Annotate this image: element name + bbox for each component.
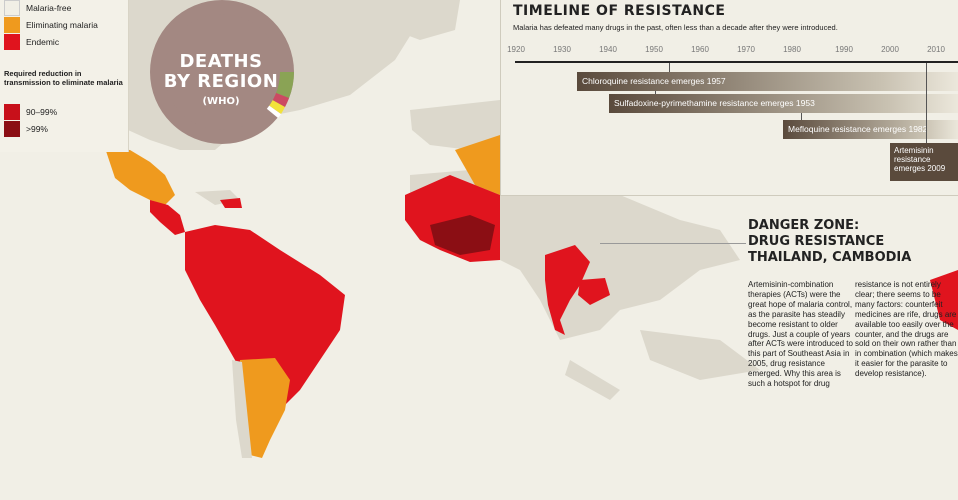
danger-zone-title: DANGER ZONE: DRUG RESISTANCE THAILAND, C… xyxy=(748,218,911,266)
event-connector xyxy=(926,63,927,143)
year-tick-label: 1960 xyxy=(691,45,709,54)
danger-title-2: DRUG RESISTANCE xyxy=(748,234,885,249)
year-tick-label: 1990 xyxy=(835,45,853,54)
south-america xyxy=(185,225,345,420)
danger-title-1: DANGER ZONE: xyxy=(748,218,860,233)
greenland xyxy=(360,0,460,40)
danger-title-3: THAILAND, CAMBODIA xyxy=(748,250,912,265)
danger-text-col-1: Artemisinin-combination therapies (ACTs)… xyxy=(748,280,853,389)
year-tick-label: 1940 xyxy=(599,45,617,54)
donut-title-1: DEATHS xyxy=(179,51,263,72)
bottom-strip xyxy=(0,460,958,500)
legend-item-malaria-free: Malaria-free xyxy=(4,0,71,16)
sumatra xyxy=(565,360,620,400)
mexico xyxy=(105,148,175,205)
cambodia xyxy=(578,278,610,305)
event-label: Sulfadoxine-pyrimethamine resistance eme… xyxy=(614,98,815,108)
legend-panel: Malaria-free Eliminating malaria Endemic… xyxy=(0,0,129,152)
legend-item-eliminating: Eliminating malaria xyxy=(4,17,98,33)
donut-svg xyxy=(150,0,294,144)
legend-subtitle: Required reduction in transmission to el… xyxy=(4,69,123,87)
east-land xyxy=(930,270,958,330)
event-connector xyxy=(669,63,670,73)
event-label: Artemisinin resistance emerges 2009 xyxy=(894,146,946,173)
timeline-title: TIMELINE OF RESISTANCE xyxy=(513,3,726,19)
timeline-subtitle: Malaria has defeated many drugs in the p… xyxy=(513,23,838,32)
legend-item-90-99: 90–99% xyxy=(4,104,57,120)
timeline-panel: TIMELINE OF RESISTANCE Malaria has defea… xyxy=(500,0,958,196)
legend-item-endemic: Endemic xyxy=(4,34,59,50)
donut-hole xyxy=(164,14,280,130)
event-label: Mefloquine resistance emerges 1982 xyxy=(788,124,928,134)
legend-label: Malaria-free xyxy=(26,3,72,13)
danger-text-col-2: resistance is not entirely clear; there … xyxy=(855,280,958,379)
legend-swatch xyxy=(4,104,20,120)
central-america xyxy=(150,200,185,235)
legend-item-99-plus: >99% xyxy=(4,121,48,137)
legend-swatch xyxy=(4,17,20,33)
event-bar-sulfadoxine: Sulfadoxine-pyrimethamine resistance eme… xyxy=(609,94,958,113)
year-tick-label: 1970 xyxy=(737,45,755,54)
event-connector xyxy=(655,91,656,96)
legend-swatch xyxy=(4,34,20,50)
donut-title-2: BY REGION xyxy=(163,71,279,92)
deaths-by-region-donut: DEATHS BY REGION (WHO) xyxy=(150,0,330,180)
year-tick-label: 1950 xyxy=(645,45,663,54)
event-connector xyxy=(801,113,802,121)
thailand xyxy=(545,245,590,335)
event-bar-artemisinin: Artemisinin resistance emerges 2009 xyxy=(890,143,958,181)
legend-label: Eliminating malaria xyxy=(26,20,98,30)
year-tick-label: 1930 xyxy=(553,45,571,54)
legend-swatch xyxy=(4,121,20,137)
event-bar-mefloquine: Mefloquine resistance emerges 1982 xyxy=(783,120,958,139)
hispaniola xyxy=(220,198,242,208)
west-africa-high xyxy=(430,215,495,255)
chile xyxy=(232,360,252,458)
timeline-axis xyxy=(515,61,958,63)
legend-label: Endemic xyxy=(26,37,60,47)
callout-line xyxy=(600,243,746,244)
donut-source: (WHO) xyxy=(202,96,240,107)
argentina xyxy=(238,358,290,458)
year-tick-label: 2010 xyxy=(927,45,945,54)
southeast-asia-islands xyxy=(640,330,760,380)
event-label: Chloroquine resistance emerges 1957 xyxy=(582,76,726,86)
sahel-eliminating xyxy=(455,135,500,195)
europe xyxy=(410,100,500,190)
donut-label: DEATHS BY REGION (WHO) xyxy=(150,51,292,108)
year-tick-label: 1920 xyxy=(507,45,525,54)
event-bar-chloroquine: Chloroquine resistance emerges 1957 xyxy=(577,72,958,91)
year-tick-label: 1980 xyxy=(783,45,801,54)
legend-label: >99% xyxy=(26,124,48,134)
legend-swatch xyxy=(4,0,20,16)
year-tick-label: 2000 xyxy=(881,45,899,54)
legend-label: 90–99% xyxy=(26,107,58,117)
